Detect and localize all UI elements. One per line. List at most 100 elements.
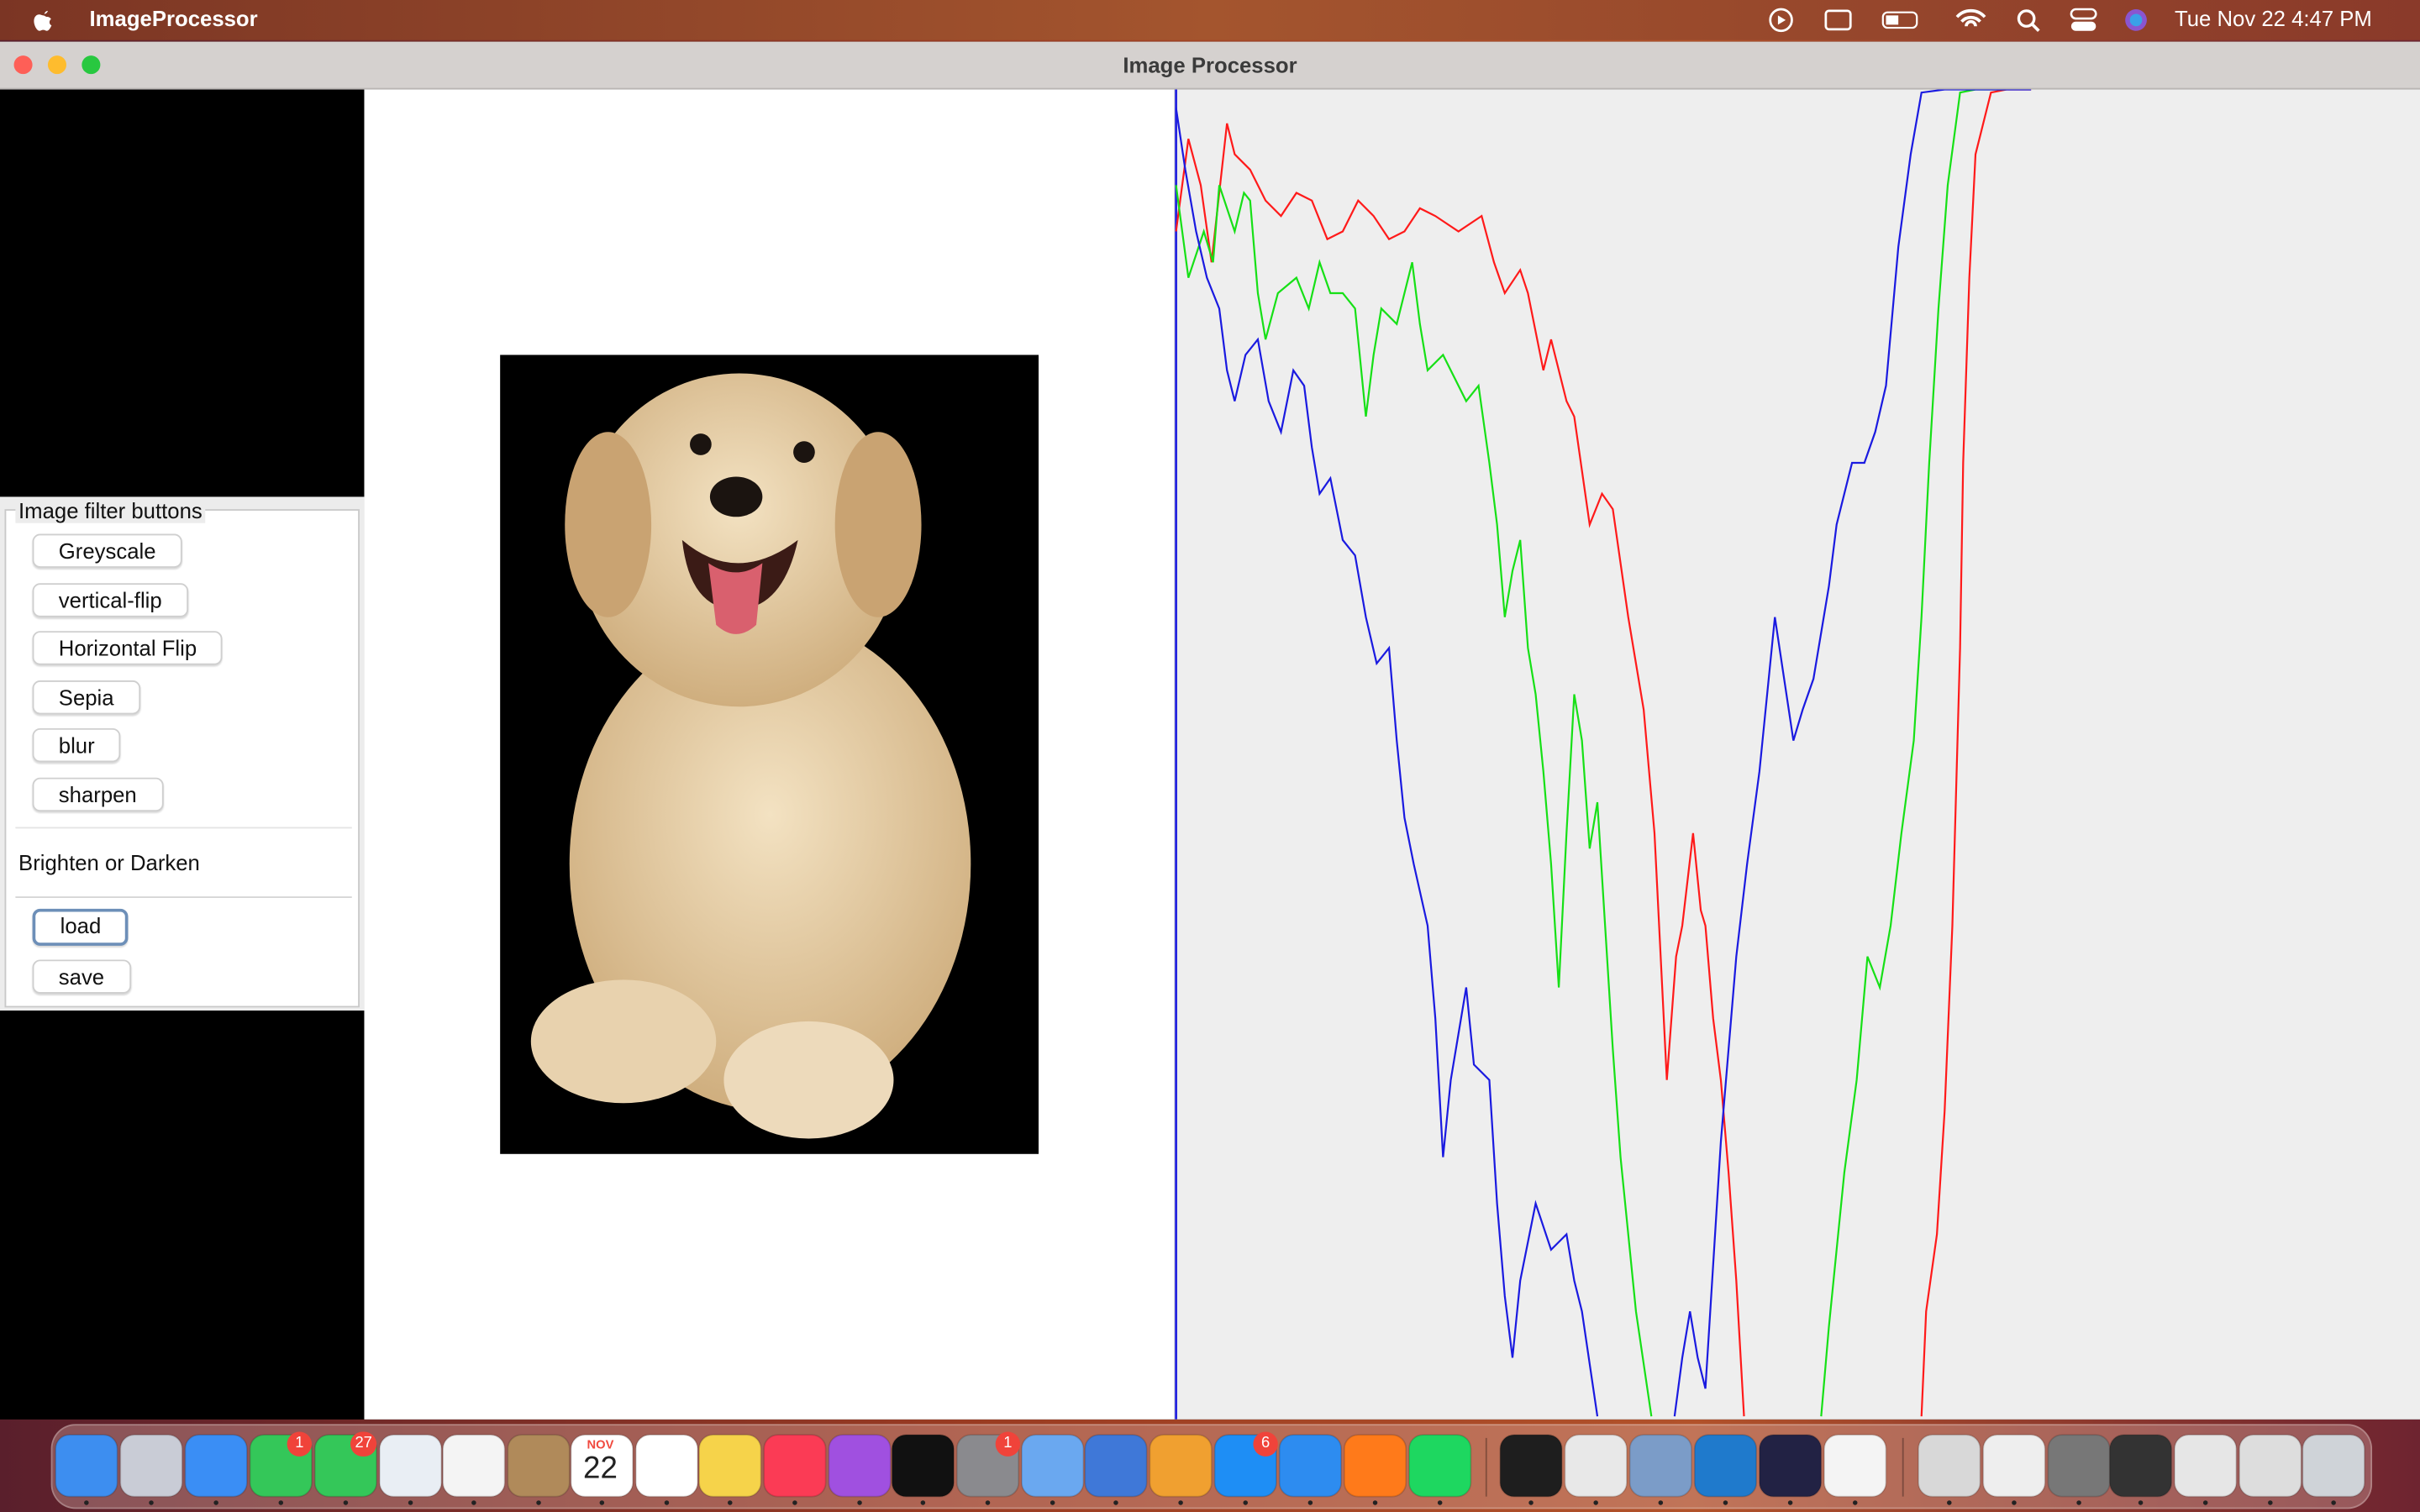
apple-logo[interactable] bbox=[31, 6, 55, 34]
group-title: Image filter buttons bbox=[15, 498, 206, 523]
notification-badge: 27 bbox=[350, 1431, 377, 1457]
dock-app-icon[interactable] bbox=[2302, 1434, 2365, 1498]
running-indicator bbox=[1178, 1500, 1183, 1505]
dock-icons bbox=[55, 1434, 2365, 1505]
filter-button[interactable]: Greyscale bbox=[32, 533, 182, 568]
red-histogram bbox=[1175, 123, 1745, 1417]
app-menu[interactable]: ImageProcessor bbox=[89, 6, 258, 31]
blue-histogram bbox=[1673, 89, 2032, 1417]
dock-app-icon[interactable] bbox=[1918, 1434, 1981, 1498]
running-indicator bbox=[278, 1500, 284, 1505]
running-indicator bbox=[857, 1500, 862, 1505]
running-indicator bbox=[1437, 1500, 1443, 1505]
running-indicator bbox=[1528, 1500, 1534, 1505]
running-indicator bbox=[599, 1500, 605, 1505]
dock: NOV 22 1 27 1 6 bbox=[50, 1424, 2373, 1509]
dock-app-icon[interactable] bbox=[55, 1434, 118, 1498]
dock-app-icon[interactable] bbox=[1278, 1434, 1343, 1498]
running-indicator bbox=[2012, 1500, 2017, 1505]
filter-group: Image filter buttons Greyscale vertical-… bbox=[4, 498, 360, 1008]
filter-button[interactable]: blur bbox=[32, 727, 121, 763]
filter-button[interactable]: Sepia bbox=[32, 680, 140, 715]
dock-app-icon[interactable] bbox=[1982, 1434, 2046, 1498]
dock-app-icon[interactable] bbox=[2174, 1434, 2238, 1498]
dock-app-icon[interactable] bbox=[2238, 1434, 2302, 1498]
dock-app-icon[interactable] bbox=[1149, 1434, 1213, 1498]
running-indicator bbox=[1113, 1500, 1118, 1505]
running-indicator bbox=[213, 1500, 218, 1505]
dock-app-icon[interactable] bbox=[828, 1434, 892, 1498]
running-indicator bbox=[343, 1500, 349, 1505]
running-indicator bbox=[792, 1500, 797, 1505]
dock-app-icon[interactable] bbox=[119, 1434, 183, 1498]
dock-app-icon[interactable] bbox=[1499, 1434, 1563, 1498]
filter-panel: Image filter buttons Greyscale vertical-… bbox=[0, 496, 365, 1011]
running-indicator bbox=[2331, 1500, 2336, 1505]
dock-app-icon[interactable] bbox=[634, 1434, 699, 1498]
running-indicator bbox=[1593, 1500, 1598, 1505]
image-pane bbox=[364, 89, 1175, 1420]
dock-app-icon[interactable] bbox=[763, 1434, 827, 1498]
running-indicator bbox=[1723, 1500, 1728, 1505]
dock-app-icon[interactable] bbox=[2108, 1434, 2173, 1498]
dock-app-icon[interactable] bbox=[378, 1434, 443, 1498]
running-indicator bbox=[1050, 1500, 1055, 1505]
notification-badge: 6 bbox=[1253, 1431, 1278, 1457]
running-indicator bbox=[1947, 1500, 1952, 1505]
loaded-image bbox=[500, 354, 1039, 1154]
calendar-day: 22 bbox=[583, 1452, 618, 1486]
load-button[interactable]: load bbox=[32, 908, 129, 946]
dock-app-icon[interactable] bbox=[507, 1434, 571, 1498]
running-indicator bbox=[2202, 1500, 2208, 1505]
dock-app-icon[interactable] bbox=[184, 1434, 248, 1498]
minimize-button[interactable] bbox=[47, 55, 66, 75]
dock-app-icon[interactable] bbox=[1021, 1434, 1085, 1498]
notification-badge: 1 bbox=[287, 1431, 313, 1457]
clock[interactable]: Tue Nov 22 4:47 PM bbox=[2174, 6, 2372, 31]
running-indicator bbox=[1243, 1500, 1249, 1505]
running-indicator bbox=[920, 1500, 926, 1505]
dock-app-icon[interactable] bbox=[698, 1434, 762, 1498]
running-indicator bbox=[2138, 1500, 2144, 1505]
status-icons bbox=[1769, 8, 2147, 33]
running-indicator bbox=[84, 1500, 89, 1505]
close-button[interactable] bbox=[13, 55, 33, 75]
dock-app-icon[interactable] bbox=[1564, 1434, 1628, 1498]
red-histogram bbox=[1920, 89, 2032, 1417]
brightness-control[interactable]: Brighten or Darken bbox=[15, 827, 352, 898]
calendar-month: NOV bbox=[587, 1437, 614, 1452]
save-button[interactable]: save bbox=[32, 959, 131, 994]
running-indicator bbox=[1307, 1500, 1313, 1505]
dock-app-icon[interactable] bbox=[1343, 1434, 1407, 1498]
running-indicator bbox=[985, 1500, 991, 1505]
running-indicator bbox=[2268, 1500, 2273, 1505]
running-indicator bbox=[2076, 1500, 2081, 1505]
running-indicator bbox=[1372, 1500, 1378, 1505]
dock-app-icon[interactable] bbox=[1408, 1434, 1472, 1498]
dock-app-icon[interactable] bbox=[2047, 1434, 2111, 1498]
running-indicator bbox=[536, 1500, 541, 1505]
filter-button[interactable]: vertical-flip bbox=[32, 583, 188, 617]
running-indicator bbox=[1787, 1500, 1793, 1505]
dock-app-icon[interactable] bbox=[1758, 1434, 1823, 1498]
filter-button[interactable]: Horizontal Flip bbox=[32, 631, 224, 665]
running-indicator bbox=[408, 1500, 413, 1505]
blue-histogram bbox=[1175, 108, 1599, 1417]
dock-app-icon[interactable] bbox=[1693, 1434, 1758, 1498]
dock-app-icon[interactable] bbox=[570, 1434, 634, 1498]
menu-bar: ImageProcessor Tue Nov 22 4:47 PM bbox=[0, 0, 2420, 40]
filter-button[interactable]: sharpen bbox=[32, 777, 163, 812]
dock-app-icon[interactable] bbox=[442, 1434, 506, 1498]
running-indicator bbox=[664, 1500, 670, 1505]
running-indicator bbox=[728, 1500, 733, 1505]
dock-app-icon[interactable] bbox=[1823, 1434, 1887, 1498]
histogram bbox=[1175, 89, 2032, 1420]
dock-app-icon[interactable] bbox=[891, 1434, 955, 1498]
running-indicator bbox=[1853, 1500, 1858, 1505]
dock-app-icon[interactable] bbox=[1084, 1434, 1148, 1498]
running-indicator bbox=[471, 1500, 476, 1505]
dock-app-icon[interactable] bbox=[1628, 1434, 1692, 1498]
app-window: Image Processor Image filter buttons Gre… bbox=[0, 41, 2420, 1420]
zoom-button[interactable] bbox=[82, 55, 101, 75]
running-indicator bbox=[149, 1500, 154, 1505]
